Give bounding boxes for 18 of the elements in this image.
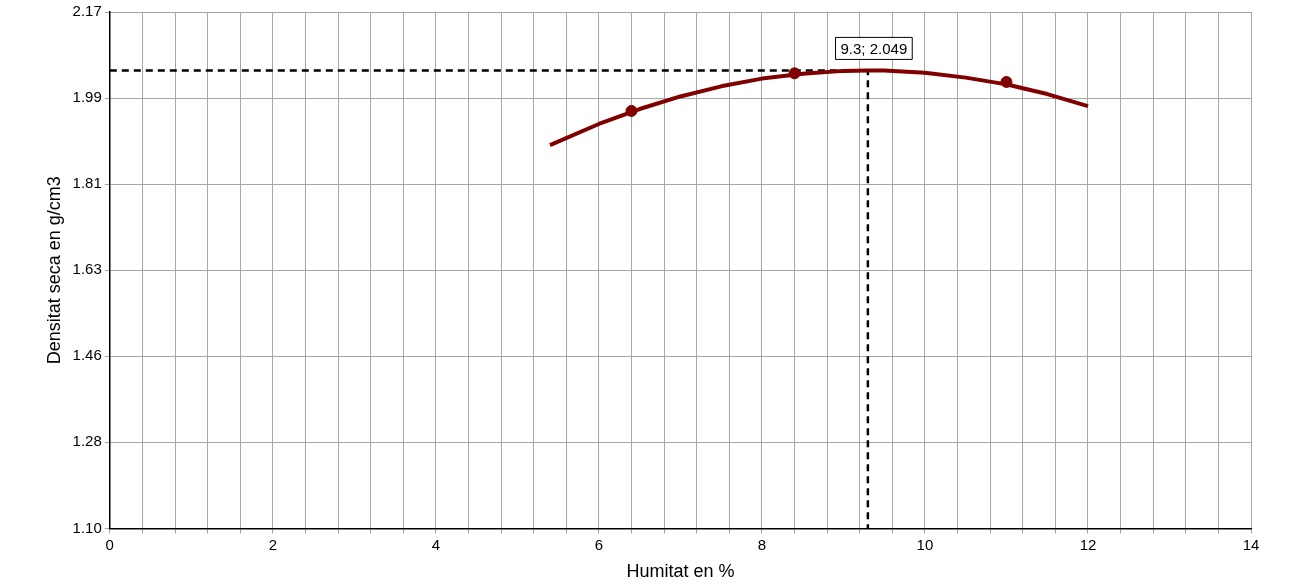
x-tick-label: 0 bbox=[105, 535, 114, 553]
x-tick-label: 4 bbox=[431, 535, 441, 553]
y-tick-label: 1.10 bbox=[72, 518, 102, 536]
annotation: 9.3; 2.049 bbox=[840, 39, 908, 57]
y-tick-label: 1.99 bbox=[72, 88, 102, 106]
x-tick-label: 14 bbox=[1242, 535, 1260, 553]
y-tick-label: 1.46 bbox=[72, 346, 102, 364]
x-axis-title: Humitat en % bbox=[626, 561, 735, 582]
y-tick-label: 1.63 bbox=[72, 260, 102, 278]
y-axis-title: Densitat seca en g/cm3 bbox=[43, 176, 64, 365]
x-tick-label: 6 bbox=[594, 535, 604, 553]
x-tick-label: 8 bbox=[757, 535, 767, 553]
y-tick-label: 1.81 bbox=[72, 174, 102, 192]
y-tick-label: 2.17 bbox=[72, 2, 102, 20]
x-tick-label: 12 bbox=[1079, 535, 1097, 553]
x-tick-label: 10 bbox=[916, 535, 934, 553]
x-tick-label: 2 bbox=[268, 535, 277, 553]
y-tick-label: 1.28 bbox=[72, 432, 102, 450]
